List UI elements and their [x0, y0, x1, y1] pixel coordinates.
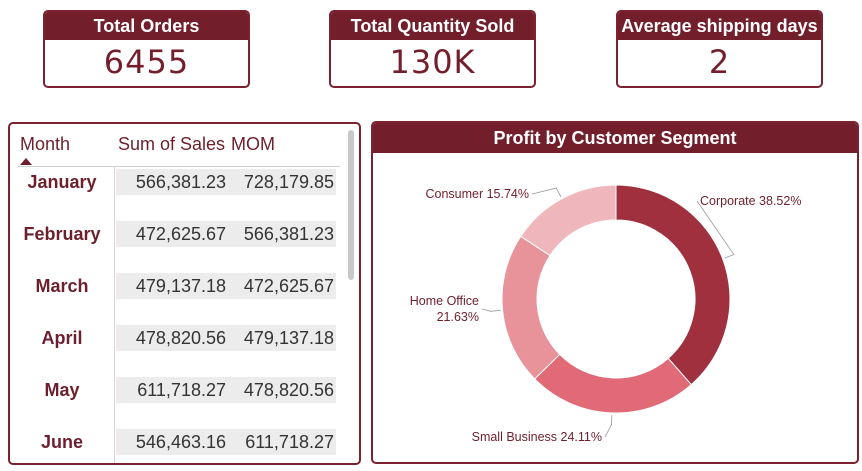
column-header-month[interactable]: Month	[20, 134, 71, 154]
table-row[interactable]: March 479,137.18 472,625.67	[10, 273, 350, 299]
leader-line	[604, 414, 613, 438]
mom-cell: 611,718.27	[245, 432, 334, 452]
mom-cell: 478,820.56	[243, 380, 334, 400]
cell-background	[116, 273, 336, 299]
data-label: Consumer 15.74%	[425, 187, 529, 201]
column-header-mom[interactable]: MOM	[231, 134, 275, 154]
sales-cell: 479,137.18	[135, 276, 226, 296]
month-cell: May	[44, 380, 80, 400]
kpi-total-quantity: Total Quantity Sold 130K	[329, 10, 536, 88]
sales-cell: 472,625.67	[135, 224, 226, 244]
sales-cell: 478,820.56	[135, 328, 226, 348]
scrollbar[interactable]	[348, 130, 354, 280]
table-row[interactable]: January 566,381.23 728,179.85	[10, 169, 350, 195]
monthly-sales-table: Month Sum of Sales MOM January 566,381.2…	[8, 122, 361, 465]
sort-ascending-icon[interactable]	[20, 158, 32, 165]
mom-cell: 566,381.23	[243, 224, 334, 244]
month-cell: April	[41, 328, 83, 348]
kpi-label: Total Orders	[45, 12, 248, 40]
table-row[interactable]: April 478,820.56 479,137.18	[10, 325, 350, 351]
slice-small-business[interactable]	[534, 353, 692, 414]
leader-line	[531, 187, 562, 198]
kpi-total-orders: Total Orders 6455	[43, 10, 250, 88]
table-row[interactable]: May 611,718.27 478,820.56	[10, 377, 350, 403]
profit-by-segment-chart: Profit by Customer Segment Corporate 38.…	[371, 121, 859, 464]
cell-background	[116, 325, 336, 351]
header-divider	[18, 166, 340, 167]
kpi-value: 2	[708, 43, 731, 81]
column-divider	[114, 166, 115, 463]
kpi-label: Average shipping days	[618, 12, 821, 40]
sales-cell: 611,718.27	[137, 380, 226, 400]
month-cell: February	[23, 224, 101, 244]
leader-line	[696, 200, 735, 259]
data-label: Corporate 38.52%	[700, 194, 801, 208]
mom-cell: 472,625.67	[243, 276, 334, 296]
cell-background	[116, 377, 336, 403]
kpi-avg-shipping: Average shipping days 2	[616, 10, 823, 88]
month-cell: March	[35, 276, 89, 296]
donut-chart: Corporate 38.52% Small Business 24.11% Hom…	[410, 184, 801, 444]
slice-home-office[interactable]	[501, 235, 561, 380]
data-label: Small Business 24.11%	[472, 430, 602, 444]
chart-title: Profit by Customer Segment	[373, 123, 857, 153]
cell-background	[116, 169, 336, 195]
data-label: Home Office 21.63%	[410, 294, 479, 324]
table-row[interactable]: February 472,625.67 566,381.23	[10, 221, 350, 247]
month-cell: January	[27, 172, 97, 192]
kpi-value: 6455	[103, 43, 190, 81]
kpi-value: 130K	[389, 43, 476, 81]
column-header-sales[interactable]: Sum of Sales	[118, 134, 226, 154]
cell-background	[116, 429, 336, 455]
month-cell: June	[40, 432, 83, 452]
cell-background	[116, 221, 336, 247]
leader-line	[481, 308, 501, 312]
mom-cell: 728,179.85	[243, 172, 334, 192]
mom-cell: 479,137.18	[243, 328, 334, 348]
slice-consumer[interactable]	[520, 184, 617, 257]
table-row[interactable]: June 546,463.16 611,718.27	[10, 429, 350, 455]
slice-corporate[interactable]	[615, 184, 731, 386]
kpi-label: Total Quantity Sold	[331, 12, 534, 40]
sales-cell: 546,463.16	[135, 432, 226, 452]
sales-cell: 566,381.23	[135, 172, 226, 192]
